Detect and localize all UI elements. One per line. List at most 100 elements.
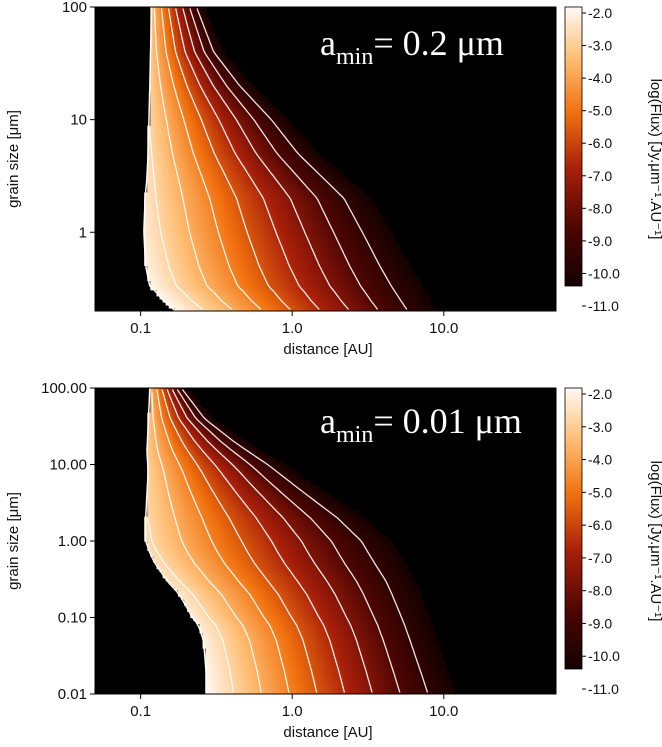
heatmap-cell (177, 280, 182, 285)
heatmap-cell (171, 101, 176, 105)
heatmap-cell (208, 101, 213, 105)
heatmap-cell (214, 231, 219, 236)
heatmap-cell (374, 228, 379, 233)
heatmap-cell (307, 280, 311, 285)
heatmap-cell (353, 247, 357, 251)
heatmap-cell (319, 213, 324, 218)
heatmap-cell (359, 289, 363, 294)
heatmap-cell (288, 235, 293, 239)
heatmap-cell (257, 225, 262, 230)
heatmap-cell (236, 231, 241, 236)
heatmap-cell (150, 183, 154, 187)
heatmap-cell (177, 98, 182, 102)
heatmap-cell (359, 241, 363, 245)
heatmap-cell (337, 256, 342, 260)
heatmap-cell (343, 250, 348, 254)
heatmap-cell (174, 286, 179, 291)
heatmap-cell (251, 155, 256, 160)
heatmap-cell (205, 225, 210, 230)
heatmap-cell (156, 195, 161, 200)
heatmap-cell (257, 183, 262, 187)
heatmap-cell (264, 128, 268, 133)
heatmap-cell (316, 307, 320, 311)
heatmap-cell (291, 165, 296, 169)
heatmap-cell (227, 98, 231, 102)
heatmap-cell (267, 231, 271, 236)
heatmap-cell (377, 225, 382, 230)
heatmap-cell (390, 259, 394, 263)
heatmap-cell (144, 231, 148, 236)
heatmap-cell (279, 307, 284, 311)
heatmap-cell (270, 256, 274, 260)
heatmap-cell (343, 298, 348, 303)
heatmap-cell (282, 283, 287, 288)
heatmap-cell (334, 204, 339, 209)
heatmap-cell (202, 89, 207, 93)
heatmap-cell (377, 292, 382, 297)
heatmap-cell (165, 204, 170, 209)
heatmap-cell (288, 210, 293, 215)
heatmap-cell (224, 146, 228, 151)
heatmap-cell (291, 292, 296, 297)
heatmap-cell (297, 277, 302, 282)
heatmap-cell (288, 298, 293, 303)
heatmap-cell (267, 216, 271, 221)
heatmap-cell (184, 304, 188, 309)
heatmap-cell (196, 271, 201, 276)
heatmap-cell (297, 155, 302, 160)
heatmap-cell (181, 165, 185, 169)
heatmap-cell (248, 174, 253, 178)
heatmap-cell (260, 259, 265, 263)
heatmap-cell (159, 186, 164, 190)
heatmap-cell (316, 213, 320, 218)
heatmap-cell (162, 143, 167, 148)
heatmap-cell (251, 289, 256, 294)
heatmap-cell (368, 259, 373, 263)
heatmap-cell (347, 207, 351, 212)
heatmap-cell (221, 219, 225, 224)
heatmap-cell (162, 268, 167, 273)
heatmap-cell (153, 271, 158, 276)
heatmap-cell (257, 137, 262, 142)
heatmap-cell (208, 98, 213, 102)
heatmap-cell (356, 231, 360, 236)
heatmap-cell (362, 222, 367, 227)
heatmap-cell (300, 250, 305, 254)
heatmap-cell (362, 238, 367, 242)
heatmap-cell (211, 137, 216, 142)
heatmap-cell (199, 265, 204, 270)
heatmap-cell (279, 259, 284, 263)
heatmap-cell (221, 159, 225, 163)
heatmap-cell (171, 238, 176, 242)
heatmap-cell (350, 183, 354, 187)
heatmap-cell (156, 113, 161, 118)
heatmap-cell (270, 271, 274, 276)
heatmap-cell (285, 256, 290, 260)
heatmap-cell (190, 289, 194, 294)
heatmap-cell (193, 128, 198, 133)
heatmap-cell (282, 137, 287, 142)
heatmap-cell (276, 213, 280, 218)
heatmap-cell (303, 162, 308, 166)
heatmap-cell (168, 189, 173, 194)
heatmap-cell (319, 159, 324, 163)
heatmap-cell (267, 222, 271, 227)
heatmap-cell (273, 295, 277, 300)
heatmap-cell (257, 204, 262, 209)
heatmap-cell (291, 241, 296, 245)
heatmap-cell (294, 219, 299, 224)
heatmap-cell (282, 198, 287, 203)
heatmap-cell (337, 231, 342, 236)
heatmap-cell (288, 152, 293, 157)
heatmap-cell (202, 301, 207, 306)
heatmap-cell (233, 189, 237, 194)
heatmap-cell (307, 304, 311, 309)
heatmap-cell (386, 228, 391, 233)
heatmap-cell (159, 140, 164, 145)
heatmap-cell (184, 298, 188, 303)
heatmap-cell (156, 146, 161, 151)
heatmap-cell (233, 174, 237, 178)
heatmap-cell (365, 225, 370, 230)
heatmap-cell (187, 180, 191, 184)
heatmap-cell (233, 159, 237, 163)
